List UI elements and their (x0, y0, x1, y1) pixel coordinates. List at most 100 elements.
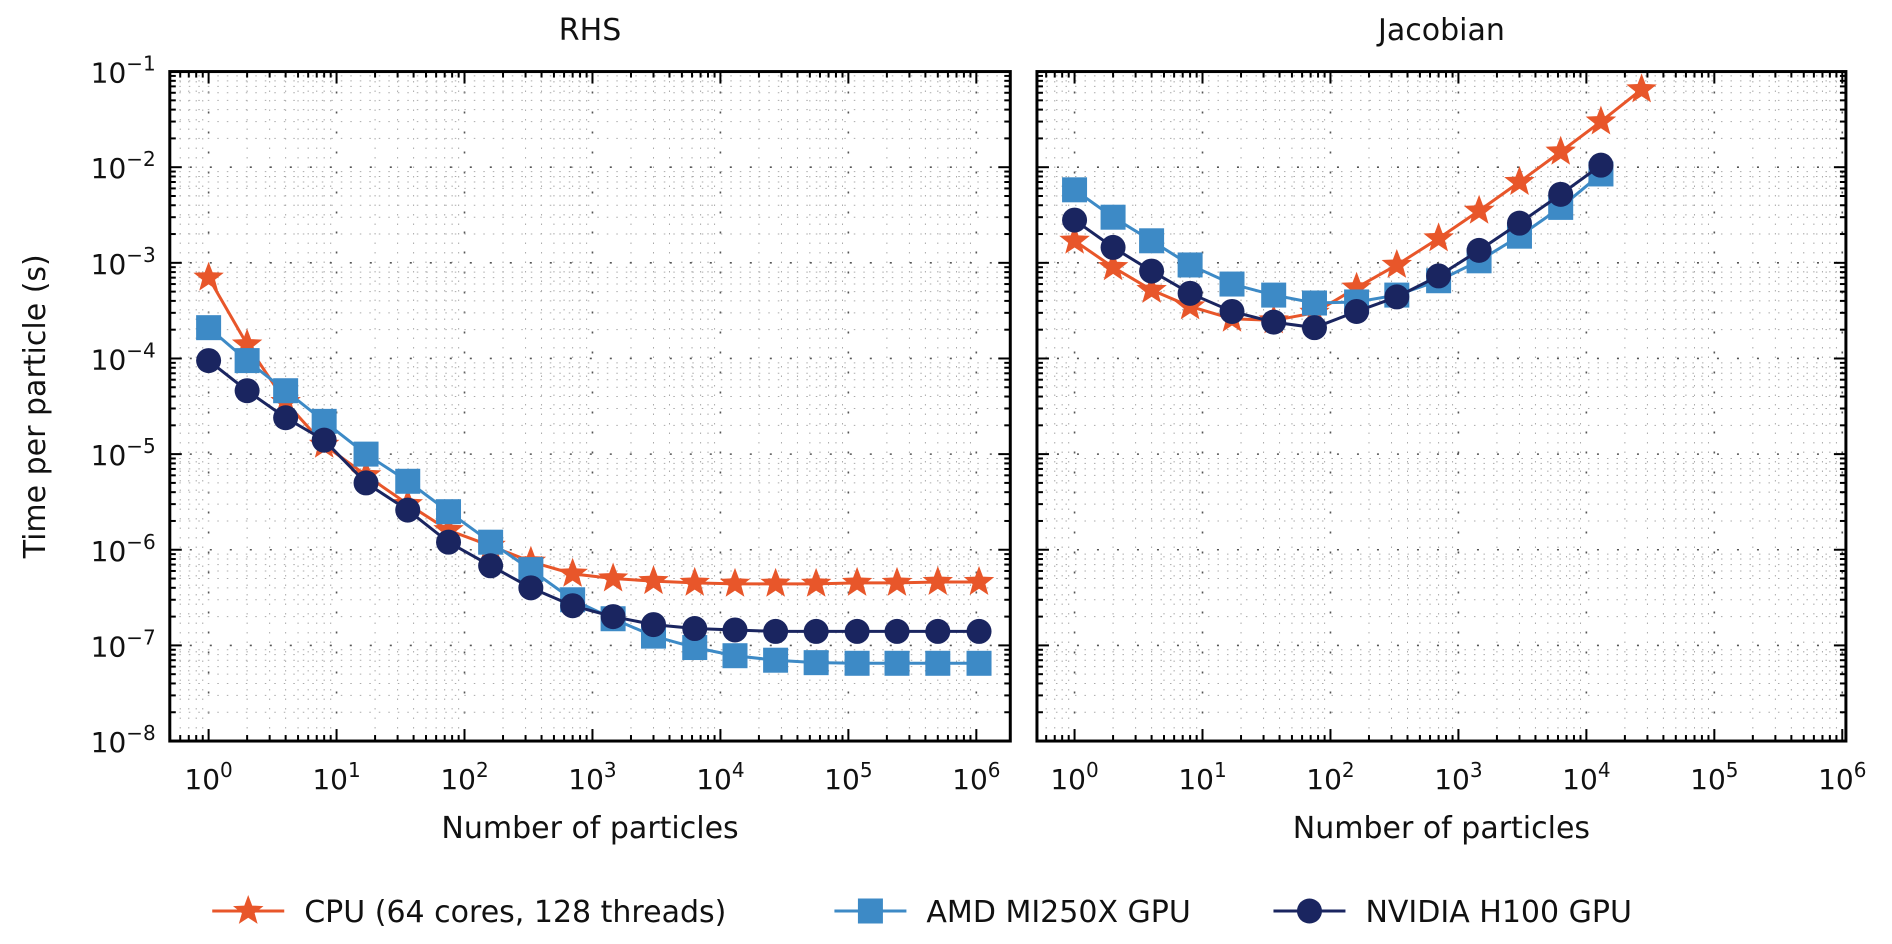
data-point-nvidia (722, 617, 748, 643)
data-point-amd (1100, 204, 1126, 230)
x-tick-label: 101 (312, 758, 360, 796)
legend-entry-cpu: CPU (64 cores, 128 threads) (212, 895, 726, 930)
data-point-cpu (963, 566, 995, 595)
y-tick-label: 10−4 (91, 338, 156, 376)
y-tick-label: 10−6 (91, 530, 156, 568)
y-tick-label: 10−3 (91, 243, 156, 281)
data-point-cpu (1463, 194, 1495, 224)
data-point-cpu (1136, 274, 1167, 303)
data-point-nvidia (763, 618, 789, 644)
x-tick-label: 106 (1818, 758, 1866, 796)
data-point-cpu (231, 328, 263, 358)
y-axis-label: Time per particle (s) (18, 254, 53, 559)
data-point-amd (966, 650, 992, 676)
data-point-amd (478, 529, 504, 555)
y-tick-label: 10−8 (91, 721, 156, 759)
data-point-nvidia (1344, 298, 1370, 324)
data-point-cpu (1545, 135, 1576, 165)
data-point-nvidia (436, 529, 462, 555)
data-point-cpu (800, 567, 832, 597)
data-point-nvidia (395, 497, 421, 523)
data-point-cpu (760, 567, 791, 597)
data-point-nvidia (844, 618, 870, 644)
data-point-cpu (1059, 224, 1090, 254)
data-point-amd (353, 441, 379, 467)
x-tick-label: 102 (440, 758, 488, 796)
data-point-cpu (193, 261, 224, 291)
legend-entry-amd: AMD MI250X GPU (834, 895, 1191, 930)
data-point-amd (1139, 228, 1165, 254)
data-point-amd (1062, 177, 1088, 203)
data-point-amd (1261, 282, 1287, 308)
data-point-nvidia (1466, 237, 1492, 263)
data-point-nvidia (560, 593, 586, 619)
data-point-nvidia (311, 427, 337, 453)
data-point-nvidia (1506, 210, 1532, 236)
data-point-nvidia (682, 616, 708, 642)
square-icon (857, 898, 883, 924)
data-point-nvidia (966, 618, 992, 644)
y-tick-label: 10−1 (91, 52, 156, 90)
grid (1036, 71, 1846, 742)
axes-frame (168, 70, 1012, 743)
data-point-cpu (638, 565, 669, 595)
data-point-nvidia (518, 575, 544, 601)
data-point-amd (844, 650, 870, 676)
data-point-amd (395, 468, 421, 494)
y-tick-label: 10−5 (91, 434, 156, 472)
data-point-amd (1301, 290, 1327, 316)
data-point-nvidia (1261, 309, 1287, 335)
series-amd (196, 315, 992, 676)
data-point-amd (1177, 252, 1203, 278)
data-point-cpu (433, 514, 464, 544)
panel-rhs: RHS Number of particles Time per particl… (18, 13, 1012, 846)
data-point-cpu (1504, 166, 1535, 195)
data-point-nvidia (273, 405, 299, 431)
data-point-cpu (841, 566, 873, 596)
legend-label-amd: AMD MI250X GPU (926, 895, 1190, 930)
data-point-amd (803, 650, 829, 676)
series-nvidia (1062, 152, 1614, 341)
x-tick-label: 101 (1178, 758, 1226, 796)
x-tick-label: 102 (1306, 758, 1354, 796)
data-point-amd (234, 348, 260, 374)
data-point-nvidia (1219, 298, 1245, 324)
legend-entry-nvidia: NVIDIA H100 GPU (1273, 895, 1632, 930)
x-tick-label: 106 (952, 758, 1000, 796)
data-point-nvidia (478, 553, 504, 579)
data-point-cpu (1097, 251, 1129, 281)
x-tick-label: 100 (184, 758, 232, 796)
panel-title-rhs: RHS (559, 13, 621, 48)
series-amd (1062, 161, 1614, 316)
x-tick-label: 103 (568, 758, 616, 796)
data-point-nvidia (1426, 263, 1452, 289)
data-point-nvidia (1100, 234, 1126, 260)
data-point-nvidia (1548, 181, 1574, 207)
data-point-cpu (1381, 249, 1412, 278)
data-point-nvidia (1177, 280, 1203, 306)
ticks (169, 70, 1011, 743)
ticks (1036, 70, 1846, 743)
data-point-cpu (881, 566, 913, 596)
data-point-amd (273, 378, 299, 404)
x-axis-label-jacobian: Number of particles (1293, 811, 1590, 846)
data-point-amd (763, 647, 789, 673)
legend-label-cpu: CPU (64 cores, 128 threads) (304, 895, 726, 930)
data-point-nvidia (641, 612, 667, 638)
panel-title-jacobian: Jacobian (1376, 13, 1505, 48)
data-point-nvidia (1588, 152, 1614, 178)
panel-jacobian: Jacobian Number of particles 100 101 102 10… (1035, 13, 1866, 846)
data-point-cpu (1423, 222, 1454, 252)
x-tick-label: 104 (1562, 758, 1610, 796)
legend: CPU (64 cores, 128 threads) AMD MI250X G… (212, 895, 1632, 930)
data-point-nvidia (1062, 207, 1088, 233)
data-point-amd (925, 650, 951, 676)
series-nvidia (196, 348, 992, 644)
data-point-nvidia (1384, 284, 1410, 310)
data-point-nvidia (196, 348, 222, 374)
data-point-cpu (922, 566, 953, 595)
data-point-cpu (1341, 271, 1372, 301)
data-point-amd (884, 650, 910, 676)
y-tick-label: 10−7 (91, 625, 156, 663)
